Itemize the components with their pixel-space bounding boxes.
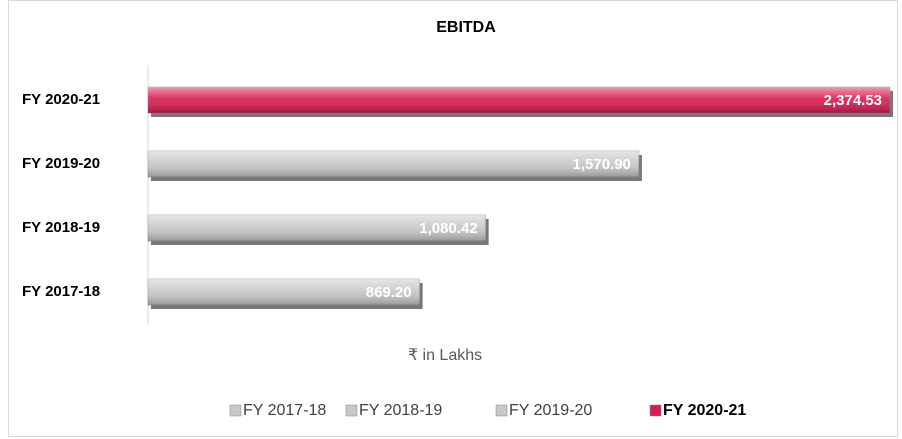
y-tick-label: FY 2020-21 [22, 91, 100, 108]
data-label: 1,080.42 [419, 220, 477, 237]
x-axis-label: ₹ in Lakhs [408, 347, 482, 364]
legend-swatch [495, 404, 508, 417]
y-tick-label: FY 2019-20 [22, 155, 100, 172]
bar-shine [148, 87, 891, 113]
legend-label: FY 2018-19 [359, 402, 442, 419]
data-label: 869.20 [366, 284, 412, 301]
y-tick-label: FY 2018-19 [22, 219, 100, 236]
bar-shine [148, 151, 639, 177]
legend-label: FY 2020-21 [663, 402, 746, 419]
legend-swatch [649, 404, 662, 417]
data-label: 1,570.90 [573, 156, 631, 173]
legend-swatch [229, 404, 242, 417]
data-label: 2,374.53 [824, 92, 882, 109]
legend-swatch [345, 404, 358, 417]
bar-shine [148, 279, 420, 305]
legend-label: FY 2017-18 [243, 402, 326, 419]
y-tick-label: FY 2017-18 [22, 283, 100, 300]
bar-shine [148, 215, 486, 241]
legend-label: FY 2019-20 [509, 402, 592, 419]
chart-title: EBITDA [436, 19, 496, 36]
